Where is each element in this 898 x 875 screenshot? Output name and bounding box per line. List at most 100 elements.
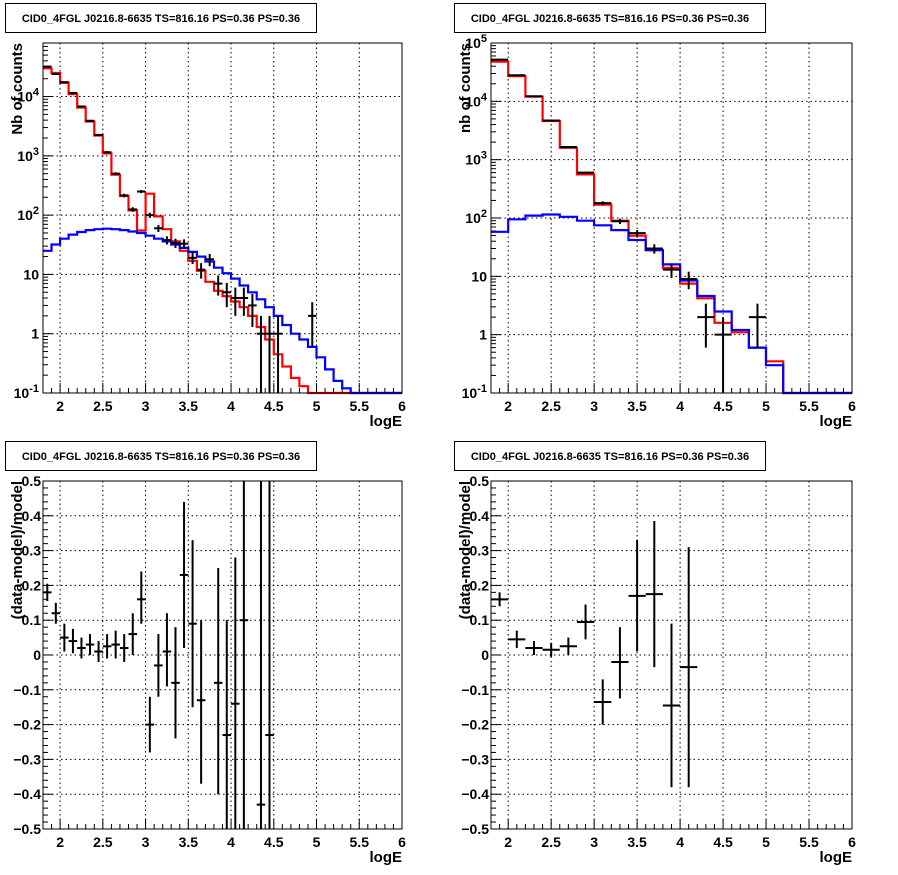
y-axis-title: (data-model)/model <box>9 481 26 619</box>
x-tick-label: 5.5 <box>350 398 370 414</box>
chart-panel-4: 2 2.5 3 3.5 4 4.5 5 5.5 6 −0.5 −0.4 −0.3 −0.2 −0.1 0 0.… <box>457 473 856 866</box>
data-point <box>205 253 214 267</box>
x-tick-label: 5 <box>313 834 321 850</box>
panel-title: CID0_4FGL J0216.8-6635 TS=816.16 PS=0.36… <box>5 441 317 471</box>
data-point <box>307 302 317 347</box>
data-point <box>51 73 61 76</box>
y-tick-label: 0.4 <box>470 508 490 524</box>
data-point <box>188 251 197 264</box>
data-point <box>491 592 509 607</box>
data-point <box>179 501 189 649</box>
x-tick-label: 3 <box>590 398 598 414</box>
data-point <box>137 190 146 194</box>
data-point <box>239 287 249 316</box>
data-point <box>94 641 103 662</box>
data-point <box>68 91 78 94</box>
data-point <box>119 193 129 198</box>
y-tick-label: −0.5 <box>13 821 41 837</box>
y-tick-label: −0.5 <box>461 821 489 837</box>
data-point <box>576 604 595 640</box>
axis-ticks <box>42 42 403 394</box>
y-tick-label: 0.1 <box>22 612 42 628</box>
x-tick-label: 4.5 <box>264 398 284 414</box>
plot-area <box>43 43 402 393</box>
x-tick-label: 2.5 <box>93 398 113 414</box>
data-point <box>111 630 120 659</box>
y-axis-title: (data-model)/model <box>457 481 474 619</box>
gridlines <box>43 481 403 829</box>
data-points <box>43 65 317 393</box>
x-tick-label: 2 <box>504 398 512 414</box>
gridlines <box>43 43 403 393</box>
data-point <box>179 239 189 249</box>
y-tick-label: −0.4 <box>461 786 489 802</box>
x-tick-label: 6 <box>848 834 856 850</box>
x-tick-label: 4 <box>676 398 684 414</box>
y-tick-label: 104 <box>465 91 488 109</box>
y-tick-label: 10 <box>23 266 39 282</box>
y-tick-label: 103 <box>465 150 487 168</box>
y-tick-label: 0 <box>481 647 489 663</box>
data-point <box>680 271 698 290</box>
data-point <box>628 230 646 237</box>
x-tick-label: 2.5 <box>541 398 561 414</box>
y-tick-label: −0.1 <box>13 682 41 698</box>
data-point <box>77 105 86 108</box>
data-point <box>85 119 95 122</box>
data-points <box>43 481 274 829</box>
x-axis-title: logE <box>370 413 403 430</box>
data-point <box>662 623 681 788</box>
data-point <box>171 238 180 248</box>
x-tick-labels: 2 2.5 3 3.5 4 4.5 5 5.5 6 <box>504 834 856 850</box>
y-tick-label: −0.1 <box>461 682 489 698</box>
data-point <box>213 275 223 296</box>
x-tick-label: 3.5 <box>179 398 199 414</box>
data-point <box>128 613 138 655</box>
chart-panel-2: 2 2.5 3 3.5 4 4.5 5 5.5 6 10-1 1 10 102 103 104 105 logE… <box>457 33 856 430</box>
data-point <box>508 74 526 77</box>
y-tick-labels: 10-1 1 10 102 103 104 <box>14 87 40 401</box>
data-point <box>248 293 257 327</box>
x-tick-label: 4.5 <box>713 834 733 850</box>
data-point <box>188 540 197 708</box>
y-tick-label: 0.3 <box>470 543 490 559</box>
data-points <box>491 521 698 788</box>
x-axis-title: logE <box>820 849 853 866</box>
source-model-histogram <box>491 213 852 395</box>
y-tick-labels: −0.5 −0.4 −0.3 −0.2 −0.1 0 0.1 0.2 0.3 0.4 0.5 <box>461 473 489 837</box>
panel-title: CID0_4FGL J0216.8-6635 TS=816.16 PS=0.36… <box>5 3 317 33</box>
data-point <box>594 679 612 725</box>
data-point <box>162 613 172 687</box>
y-tick-labels: −0.5 −0.4 −0.3 −0.2 −0.1 0 0.1 0.2 0.3 0.4 0.5 <box>13 473 41 837</box>
chart-panel-1: 2 2.5 3 3.5 4 4.5 5 5.5 6 10-1 1 10 102 103 104 logE Nb … <box>9 42 406 430</box>
data-point <box>231 557 240 829</box>
data-point <box>85 634 95 655</box>
x-tick-label: 4.5 <box>264 834 284 850</box>
panel-title: CID0_4FGL J0216.8-6635 TS=816.16 PS=0.36… <box>454 441 766 471</box>
y-tick-label: 103 <box>17 146 39 164</box>
y-tick-label: 0.2 <box>470 577 490 593</box>
y-tick-label: 104 <box>17 87 40 105</box>
data-point <box>43 583 52 602</box>
data-point <box>196 620 206 784</box>
data-point <box>137 571 146 624</box>
data-point <box>576 171 595 174</box>
plot-frame <box>42 42 403 394</box>
x-tick-label: 2 <box>56 398 64 414</box>
y-tick-label: 10 <box>471 268 487 284</box>
data-point <box>128 207 138 212</box>
y-tick-label: 102 <box>17 205 39 223</box>
x-tick-label: 6 <box>848 398 856 414</box>
data-point <box>119 634 129 662</box>
x-tick-label: 3.5 <box>179 834 199 850</box>
data-point <box>213 568 223 795</box>
y-tick-label: 105 <box>465 33 487 51</box>
data-points <box>491 58 767 393</box>
x-tick-labels: 2 2.5 3 3.5 4 4.5 5 5.5 6 <box>56 398 406 414</box>
y-tick-label: 0.2 <box>22 577 42 593</box>
data-point <box>256 315 266 393</box>
x-tick-label: 5 <box>762 398 770 414</box>
x-tick-label: 2.5 <box>541 834 561 850</box>
data-point <box>94 133 103 137</box>
plot-frame <box>490 42 853 394</box>
